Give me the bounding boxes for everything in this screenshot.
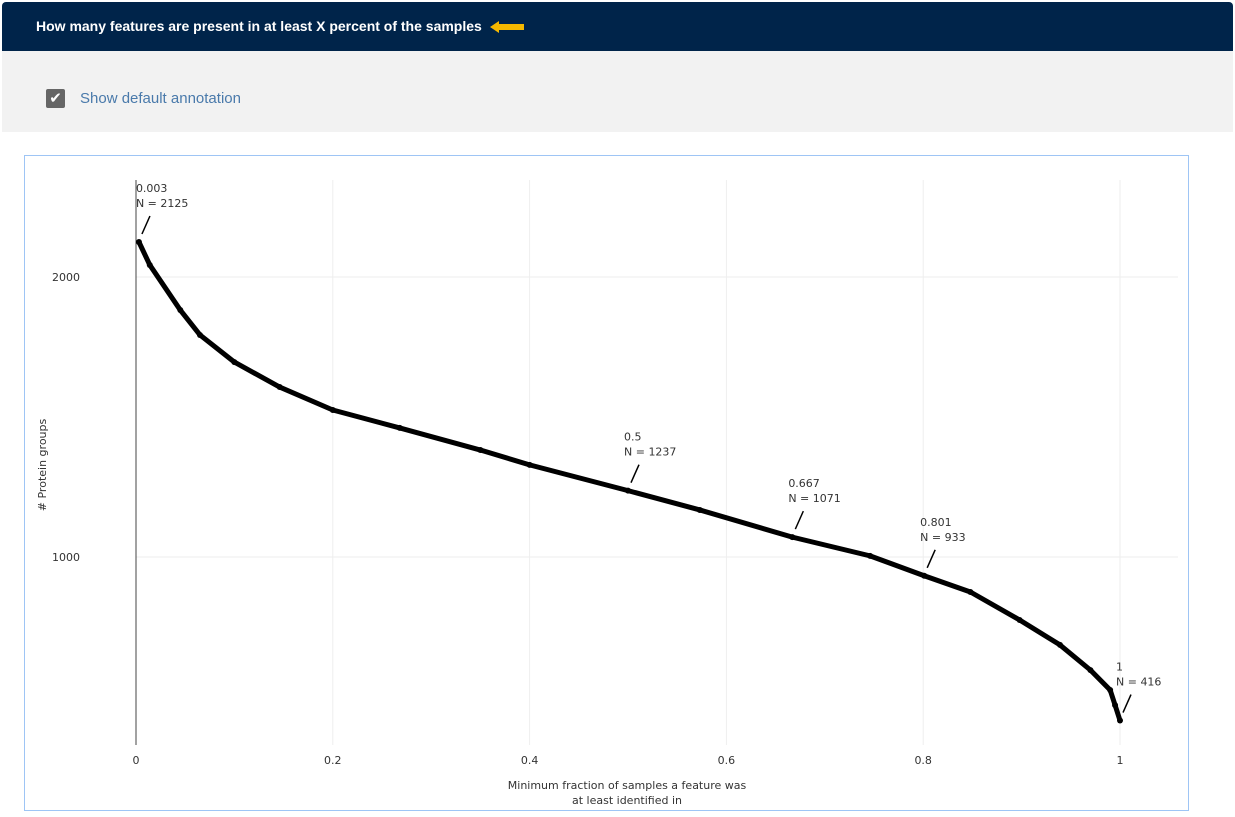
annotation-value: 0.667 [788,477,820,490]
annotation-arrow [794,510,805,530]
data-point [276,384,283,391]
annotation-arrow [926,549,936,569]
data-point [1117,717,1123,724]
panel-header: How many features are present in at leas… [2,2,1233,51]
annotation-value: 1 [1116,661,1123,674]
annotation-arrow [1122,694,1132,713]
arrow-left-icon [489,21,524,34]
data-point [231,359,238,366]
data-point [1056,641,1063,648]
data-point [867,552,874,559]
data-point [1107,687,1114,693]
panel-title: How many features are present in at leas… [36,18,524,34]
data-point [921,572,928,579]
controls-panel [2,51,1233,132]
x-tick-label: 0.2 [324,754,342,767]
y-axis-title: # Protein groups [36,419,49,512]
data-point [1087,667,1094,674]
annotation-count: N = 1237 [624,446,676,459]
annotation-count: N = 933 [920,531,965,544]
data-point [526,461,533,468]
x-tick-label: 0 [133,754,140,767]
x-tick-label: 1 [1117,754,1124,767]
title-text: How many features are present in at leas… [36,18,482,34]
annotation-count: N = 2125 [136,197,188,210]
y-tick-label: 1000 [52,551,80,564]
annotation-arrow [630,464,640,483]
data-point [146,261,153,268]
annotation-value: 0.5 [624,431,642,444]
data-point [625,487,631,494]
data-point [329,407,336,413]
data-point [135,239,142,245]
show-annotation-label[interactable]: Show default annotation [80,90,241,107]
annotation-value: 0.003 [136,182,168,195]
plot-area [24,155,1189,811]
x-tick-label: 0.4 [521,754,539,767]
data-point [789,534,796,541]
data-point [477,447,484,454]
data-point [396,424,403,431]
data-point [967,589,974,595]
data-point [196,331,203,338]
x-axis-title-line2: at least identified in [572,794,682,807]
annotation-arrow [141,215,151,235]
y-tick-label: 2000 [52,271,80,284]
data-point [696,506,703,513]
annotation-count: N = 416 [1116,676,1161,689]
x-tick-label: 0.8 [914,754,932,767]
show-annotation-checkbox[interactable]: ✔ [46,89,65,108]
x-tick-label: 0.6 [718,754,736,767]
annotation-count: N = 1071 [788,492,840,505]
series-line [136,240,1123,722]
data-point [1112,702,1119,709]
data-point [1016,617,1023,623]
annotation-value: 0.801 [920,516,952,529]
x-axis-title-line1: Minimum fraction of samples a feature wa… [508,779,747,792]
data-point [177,307,184,314]
